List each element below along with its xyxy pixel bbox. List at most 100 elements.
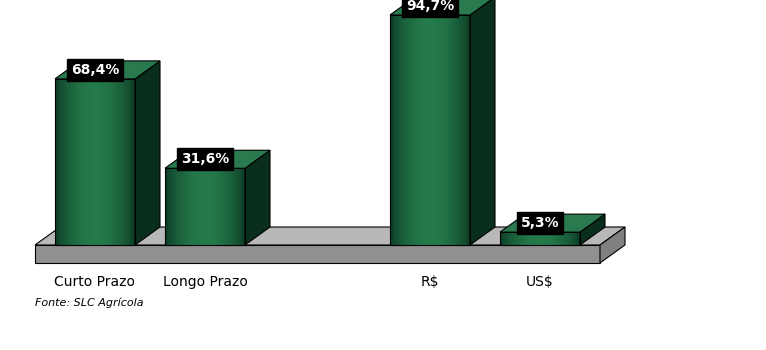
Polygon shape bbox=[100, 79, 103, 245]
Polygon shape bbox=[82, 79, 84, 245]
Polygon shape bbox=[540, 232, 542, 245]
Polygon shape bbox=[245, 150, 270, 245]
Polygon shape bbox=[229, 168, 231, 245]
Polygon shape bbox=[500, 214, 605, 232]
Polygon shape bbox=[135, 61, 160, 245]
Text: 68,4%: 68,4% bbox=[70, 63, 119, 77]
Polygon shape bbox=[68, 79, 71, 245]
Polygon shape bbox=[133, 79, 135, 245]
Polygon shape bbox=[422, 15, 424, 245]
Polygon shape bbox=[409, 15, 411, 245]
Polygon shape bbox=[558, 232, 561, 245]
Polygon shape bbox=[567, 232, 569, 245]
Polygon shape bbox=[63, 79, 66, 245]
Polygon shape bbox=[213, 168, 216, 245]
Polygon shape bbox=[237, 168, 240, 245]
Polygon shape bbox=[462, 15, 465, 245]
Polygon shape bbox=[411, 15, 414, 245]
Polygon shape bbox=[111, 79, 113, 245]
Polygon shape bbox=[537, 232, 540, 245]
Polygon shape bbox=[55, 79, 57, 245]
Polygon shape bbox=[529, 232, 532, 245]
Polygon shape bbox=[242, 168, 245, 245]
Polygon shape bbox=[165, 150, 270, 168]
Polygon shape bbox=[395, 15, 398, 245]
Polygon shape bbox=[90, 79, 93, 245]
Polygon shape bbox=[186, 168, 189, 245]
Polygon shape bbox=[524, 232, 527, 245]
Polygon shape bbox=[124, 79, 127, 245]
Polygon shape bbox=[419, 15, 422, 245]
Polygon shape bbox=[224, 168, 226, 245]
Polygon shape bbox=[66, 79, 68, 245]
Polygon shape bbox=[404, 15, 406, 245]
Polygon shape bbox=[542, 232, 545, 245]
Polygon shape bbox=[127, 79, 129, 245]
Polygon shape bbox=[561, 232, 564, 245]
Polygon shape bbox=[178, 168, 181, 245]
Polygon shape bbox=[427, 15, 430, 245]
Polygon shape bbox=[390, 0, 495, 15]
Polygon shape bbox=[569, 232, 572, 245]
Polygon shape bbox=[35, 227, 625, 245]
Text: 5,3%: 5,3% bbox=[521, 216, 559, 230]
Polygon shape bbox=[519, 232, 522, 245]
Polygon shape bbox=[556, 232, 558, 245]
Polygon shape bbox=[440, 15, 444, 245]
Polygon shape bbox=[202, 168, 205, 245]
Polygon shape bbox=[414, 15, 417, 245]
Polygon shape bbox=[564, 232, 567, 245]
Polygon shape bbox=[119, 79, 122, 245]
Polygon shape bbox=[211, 168, 213, 245]
Polygon shape bbox=[508, 232, 511, 245]
Polygon shape bbox=[600, 227, 625, 263]
Polygon shape bbox=[84, 79, 87, 245]
Polygon shape bbox=[35, 245, 600, 263]
Text: 31,6%: 31,6% bbox=[181, 152, 229, 166]
Polygon shape bbox=[184, 168, 186, 245]
Text: US$: US$ bbox=[526, 275, 554, 289]
Polygon shape bbox=[580, 214, 605, 245]
Polygon shape bbox=[195, 168, 197, 245]
Polygon shape bbox=[553, 232, 556, 245]
Polygon shape bbox=[168, 168, 170, 245]
Polygon shape bbox=[424, 15, 427, 245]
Polygon shape bbox=[516, 232, 519, 245]
Polygon shape bbox=[226, 168, 229, 245]
Polygon shape bbox=[240, 168, 242, 245]
Polygon shape bbox=[430, 15, 433, 245]
Polygon shape bbox=[61, 79, 63, 245]
Polygon shape bbox=[535, 232, 537, 245]
Polygon shape bbox=[406, 15, 409, 245]
Polygon shape bbox=[449, 15, 451, 245]
Polygon shape bbox=[470, 0, 495, 245]
Text: Fonte: SLC Agrícola: Fonte: SLC Agrícola bbox=[35, 297, 144, 308]
Polygon shape bbox=[578, 232, 580, 245]
Polygon shape bbox=[71, 79, 74, 245]
Polygon shape bbox=[231, 168, 234, 245]
Polygon shape bbox=[205, 168, 208, 245]
Polygon shape bbox=[113, 79, 116, 245]
Polygon shape bbox=[189, 168, 192, 245]
Polygon shape bbox=[103, 79, 106, 245]
Polygon shape bbox=[532, 232, 535, 245]
Polygon shape bbox=[79, 79, 82, 245]
Polygon shape bbox=[522, 232, 524, 245]
Polygon shape bbox=[433, 15, 435, 245]
Polygon shape bbox=[390, 15, 393, 245]
Polygon shape bbox=[572, 232, 574, 245]
Polygon shape bbox=[417, 15, 419, 245]
Polygon shape bbox=[165, 168, 168, 245]
Polygon shape bbox=[98, 79, 100, 245]
Polygon shape bbox=[181, 168, 184, 245]
Polygon shape bbox=[108, 79, 111, 245]
Text: 94,7%: 94,7% bbox=[406, 0, 454, 13]
Text: Curto Prazo: Curto Prazo bbox=[54, 275, 136, 289]
Polygon shape bbox=[74, 79, 77, 245]
Polygon shape bbox=[548, 232, 551, 245]
Polygon shape bbox=[87, 79, 90, 245]
Polygon shape bbox=[451, 15, 454, 245]
Polygon shape bbox=[200, 168, 202, 245]
Polygon shape bbox=[511, 232, 513, 245]
Polygon shape bbox=[221, 168, 224, 245]
